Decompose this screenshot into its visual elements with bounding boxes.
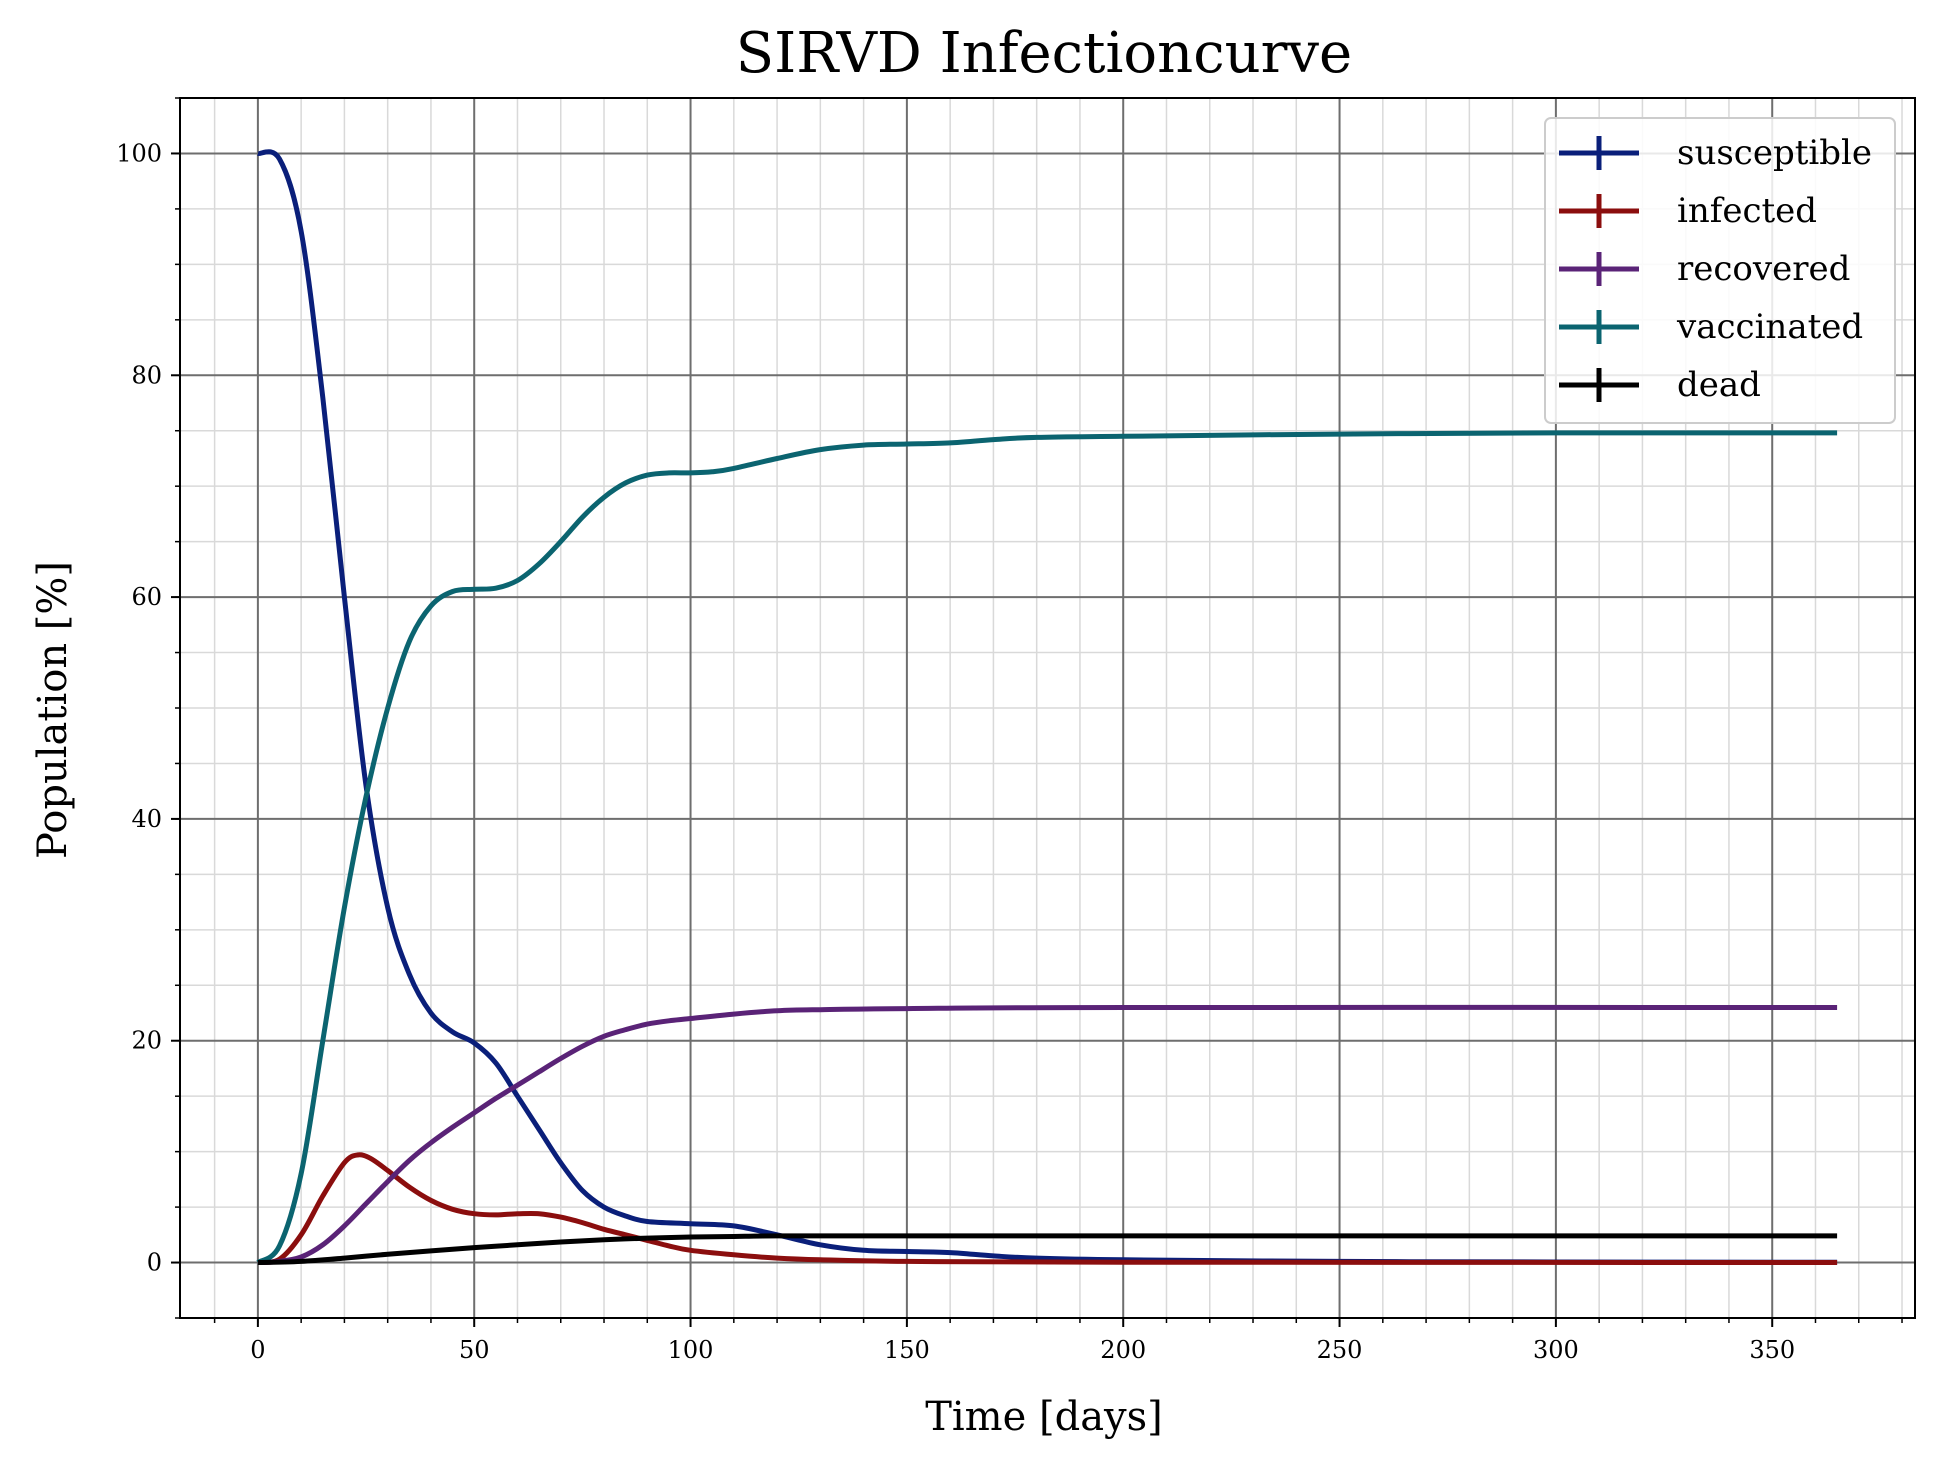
x-tick-label: 200 [1100, 1336, 1146, 1364]
series-line-susceptible [257, 149, 1838, 1265]
x-tick-label: 250 [1317, 1336, 1363, 1364]
x-tick-label: 0 [250, 1336, 265, 1364]
x-tick-label: 150 [884, 1336, 930, 1364]
legend-label-infected: infected [1677, 191, 1817, 231]
series-lines [256, 149, 1838, 1265]
series-line-dead [257, 1233, 1838, 1265]
legend-box [1544, 117, 1896, 424]
x-axis: 0 50 100 150 200 250 300 350 [213, 1318, 1903, 1364]
y-axis: 0 20 40 60 80 100 [116, 97, 180, 1319]
y-tick-label: 0 [147, 1249, 162, 1277]
legend-label-susceptible: susceptible [1677, 133, 1872, 173]
legend-label-vaccinated: vaccinated [1676, 307, 1863, 347]
y-tick-label: 100 [116, 139, 162, 167]
series-line-vaccinated [256, 430, 1838, 1265]
chart-title: SIRVD Infectioncurve [736, 21, 1352, 86]
legend: susceptible infected recovered vaccinated de… [1544, 117, 1896, 424]
x-tick-label: 300 [1533, 1336, 1579, 1364]
series-line-recovered [257, 1004, 1838, 1265]
series-line-infected [257, 1152, 1838, 1265]
legend-label-recovered: recovered [1677, 249, 1850, 289]
legend-label-dead: dead [1677, 365, 1761, 405]
x-axis-label: Time [days] [925, 1394, 1163, 1440]
x-tick-label: 50 [459, 1336, 490, 1364]
y-tick-label: 80 [131, 361, 162, 389]
y-tick-label: 20 [131, 1027, 162, 1055]
x-tick-label: 350 [1749, 1336, 1795, 1364]
y-tick-label: 60 [131, 583, 162, 611]
x-tick-label: 100 [668, 1336, 714, 1364]
y-axis-label: Population [%] [30, 561, 76, 859]
y-tick-label: 40 [131, 805, 162, 833]
